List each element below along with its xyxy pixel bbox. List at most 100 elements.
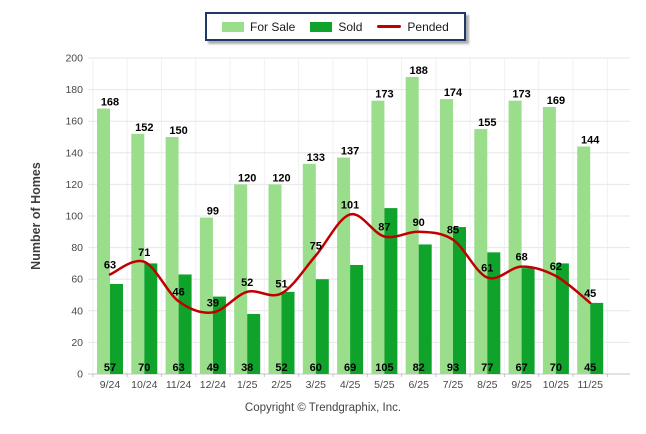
y-tick-label: 0 xyxy=(77,369,83,381)
sold-value-label: 38 xyxy=(241,362,253,374)
for-sale-value-label: 155 xyxy=(478,117,496,129)
sold-value-label: 105 xyxy=(375,362,393,374)
for-sale-bar xyxy=(508,100,522,374)
sold-value-label: 70 xyxy=(138,362,150,374)
for-sale-bar xyxy=(165,137,179,374)
pended-value-label: 101 xyxy=(341,199,359,211)
legend-item-for-sale: For Sale xyxy=(222,20,295,34)
pended-value-label: 90 xyxy=(413,217,425,229)
x-tick-label: 7/25 xyxy=(443,379,464,391)
pended-value-label: 62 xyxy=(550,261,562,273)
y-tick-label: 160 xyxy=(65,116,83,128)
pended-value-label: 39 xyxy=(207,297,219,309)
pended-value-label: 71 xyxy=(138,247,150,259)
pended-value-label: 46 xyxy=(172,286,184,298)
pended-value-label: 52 xyxy=(241,277,253,289)
x-tick-label: 6/25 xyxy=(408,379,429,391)
x-tick-label: 10/24 xyxy=(131,379,157,391)
for-sale-value-label: 144 xyxy=(581,134,600,146)
sold-bar xyxy=(350,264,364,374)
for-sale-bar xyxy=(234,184,248,374)
pended-value-label: 51 xyxy=(275,278,287,290)
x-tick-label: 5/25 xyxy=(374,379,395,391)
pended-value-label: 63 xyxy=(104,259,116,271)
sold-value-label: 49 xyxy=(207,362,219,374)
sold-value-label: 57 xyxy=(104,362,116,374)
y-tick-label: 120 xyxy=(65,179,83,191)
for-sale-value-label: 168 xyxy=(101,97,119,109)
x-tick-label: 11/25 xyxy=(577,379,603,391)
y-tick-label: 200 xyxy=(65,53,83,65)
for-sale-value-label: 173 xyxy=(512,89,530,101)
sold-bar xyxy=(590,302,604,374)
for-sale-bar xyxy=(577,146,591,374)
pended-value-label: 45 xyxy=(584,288,596,300)
sold-bar xyxy=(384,208,398,374)
for-sale-value-label: 188 xyxy=(410,65,428,77)
for-sale-value-label: 133 xyxy=(307,152,325,164)
for-sale-bar xyxy=(199,217,213,374)
for-sale-value-label: 120 xyxy=(238,172,256,184)
y-tick-label: 140 xyxy=(65,147,83,159)
sold-value-label: 70 xyxy=(550,362,562,374)
x-tick-label: 1/25 xyxy=(237,379,258,391)
sold-bar xyxy=(315,279,329,374)
sold-bar xyxy=(144,263,158,374)
x-tick-label: 9/24 xyxy=(100,379,121,391)
legend-label-pended: Pended xyxy=(407,19,449,34)
for-sale-swatch-icon xyxy=(222,21,244,32)
pended-line-swatch-icon xyxy=(377,25,402,28)
pended-line xyxy=(108,213,592,314)
for-sale-value-label: 137 xyxy=(341,146,359,158)
legend-label-sold: Sold xyxy=(338,19,363,34)
x-tick-label: 10/25 xyxy=(543,379,569,391)
for-sale-value-label: 152 xyxy=(135,122,153,134)
sold-value-label: 45 xyxy=(584,362,596,374)
x-tick-label: 11/24 xyxy=(166,379,192,391)
x-tick-label: 9/25 xyxy=(511,379,532,391)
for-sale-bar xyxy=(131,133,145,374)
sold-value-label: 52 xyxy=(275,362,287,374)
y-tick-label: 40 xyxy=(71,305,83,317)
legend-label-for-sale: For Sale xyxy=(250,19,296,34)
sold-value-label: 69 xyxy=(344,362,356,374)
legend: For Sale Sold Pended xyxy=(205,12,466,41)
for-sale-value-label: 174 xyxy=(444,87,463,99)
for-sale-value-label: 150 xyxy=(169,125,187,137)
sold-value-label: 67 xyxy=(515,362,527,374)
for-sale-value-label: 173 xyxy=(375,89,393,101)
for-sale-bar xyxy=(337,157,351,374)
sold-bar xyxy=(487,252,501,374)
for-sale-value-label: 99 xyxy=(207,206,219,218)
y-tick-label: 100 xyxy=(65,211,83,223)
pended-value-label: 68 xyxy=(515,252,527,264)
sold-swatch-icon xyxy=(310,21,333,32)
sold-bar xyxy=(555,263,569,374)
for-sale-bar xyxy=(268,184,282,374)
sold-value-label: 93 xyxy=(447,362,459,374)
y-axis-title: Number of Homes xyxy=(29,162,43,270)
sold-bar xyxy=(281,291,295,374)
legend-item-pended: Pended xyxy=(377,19,449,34)
for-sale-bar xyxy=(405,76,419,375)
pended-value-label: 87 xyxy=(378,222,390,234)
x-tick-label: 3/25 xyxy=(306,379,327,391)
y-tick-label: 20 xyxy=(71,337,83,349)
sold-bar xyxy=(247,313,261,374)
sold-bar xyxy=(453,227,466,374)
sold-bar xyxy=(110,283,123,374)
y-tick-label: 80 xyxy=(71,242,83,254)
sold-bar xyxy=(178,274,192,374)
sold-bar xyxy=(212,296,226,374)
sold-bar xyxy=(418,244,432,374)
legend-item-sold: Sold xyxy=(310,20,362,34)
y-tick-label: 60 xyxy=(71,274,83,286)
x-tick-label: 2/25 xyxy=(271,379,292,391)
for-sale-bar xyxy=(371,100,385,374)
sold-bar xyxy=(521,268,535,374)
x-tick-label: 12/24 xyxy=(200,379,226,391)
sold-value-label: 60 xyxy=(310,362,322,374)
for-sale-bar xyxy=(302,163,316,374)
